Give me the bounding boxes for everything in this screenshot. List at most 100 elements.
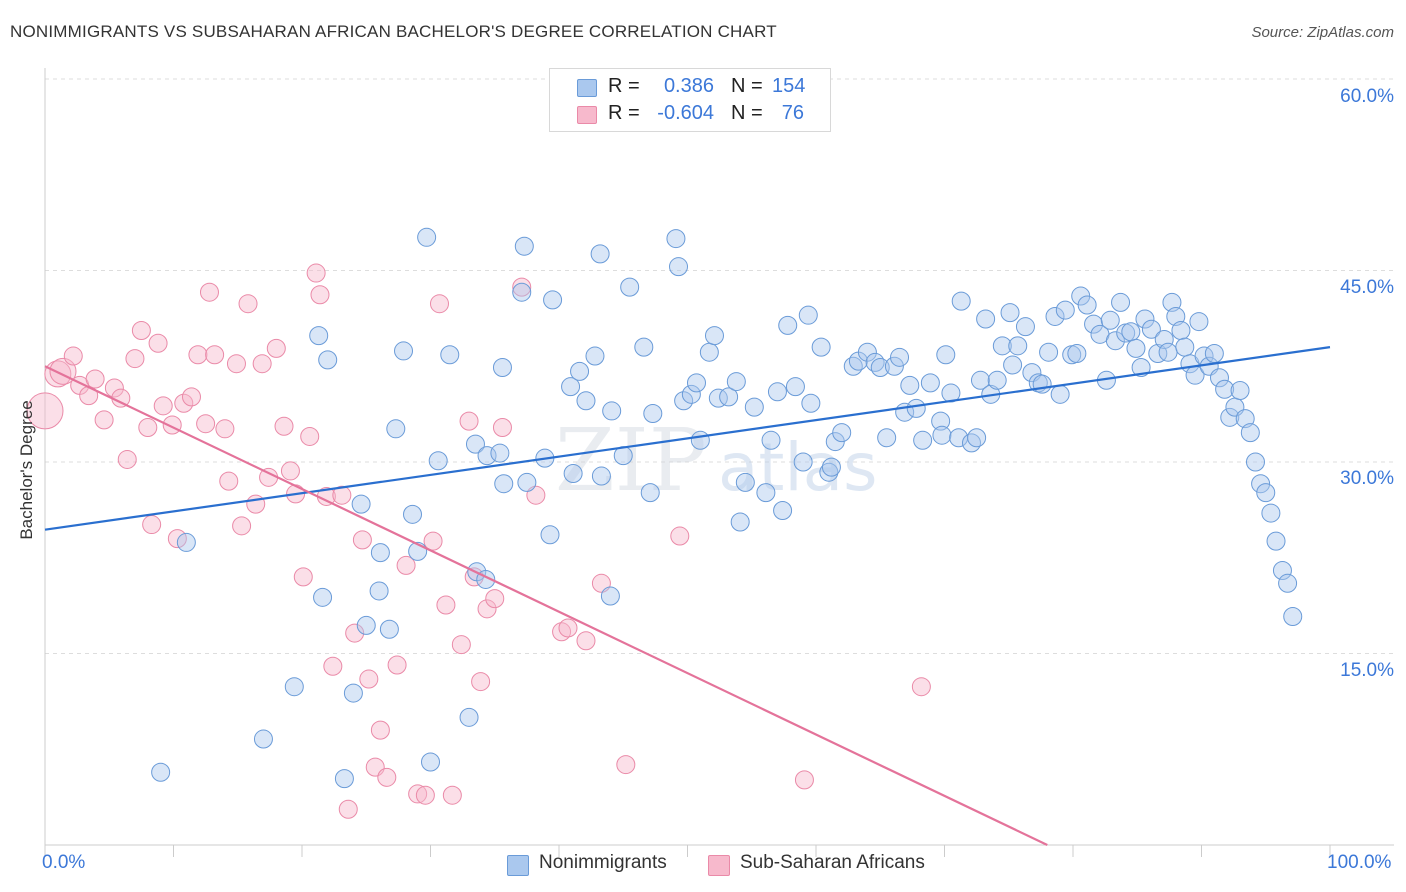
data-point-nonimmigrants <box>253 729 273 749</box>
data-point-subsaharan <box>616 755 636 775</box>
data-point-nonimmigrants <box>465 434 485 454</box>
data-point-nonimmigrants <box>992 336 1012 356</box>
data-point-subsaharan <box>153 396 173 416</box>
data-point-nonimmigrants <box>1261 503 1281 523</box>
data-point-nonimmigrants <box>403 504 423 524</box>
data-point-subsaharan <box>396 555 416 575</box>
data-point-nonimmigrants <box>1105 331 1125 351</box>
data-point-subsaharan <box>408 784 428 804</box>
data-point-nonimmigrants <box>699 342 719 362</box>
data-point-subsaharan <box>138 418 158 438</box>
data-point-nonimmigrants <box>1045 306 1065 326</box>
data-point-nonimmigrants <box>1039 342 1059 362</box>
data-point-subsaharan <box>274 416 294 436</box>
data-point-nonimmigrants <box>811 337 831 357</box>
data-point-nonimmigrants <box>865 352 885 372</box>
data-point-nonimmigrants <box>967 428 987 448</box>
data-point-nonimmigrants <box>1131 358 1151 378</box>
data-point-nonimmigrants <box>1272 561 1292 581</box>
data-point-subsaharan <box>436 595 456 615</box>
data-point-subsaharan <box>477 599 497 619</box>
n-value: 154 <box>772 75 806 97</box>
trend-line-nonimmigrants <box>44 346 1331 531</box>
data-point-subsaharan <box>188 345 208 365</box>
data-point-nonimmigrants <box>313 587 333 607</box>
data-point-nonimmigrants <box>1050 384 1070 404</box>
data-point-subsaharan <box>370 720 390 740</box>
data-point-nonimmigrants <box>793 452 813 472</box>
data-point-nonimmigrants <box>773 501 793 521</box>
data-point-subsaharan <box>293 567 313 587</box>
data-point-nonimmigrants <box>801 393 821 413</box>
data-point-nonimmigrants <box>318 350 338 370</box>
data-point-nonimmigrants <box>1240 423 1260 443</box>
data-point-nonimmigrants <box>821 457 841 477</box>
data-point-subsaharan <box>142 515 162 535</box>
data-point-nonimmigrants <box>1171 321 1191 341</box>
data-point-nonimmigrants <box>961 433 981 453</box>
data-point-subsaharan <box>205 345 225 365</box>
data-point-subsaharan <box>232 516 252 536</box>
data-point-nonimmigrants <box>1135 309 1155 329</box>
data-point-nonimmigrants <box>744 397 764 417</box>
data-point-subsaharan <box>345 623 365 643</box>
data-point-nonimmigrants <box>1100 310 1120 330</box>
data-point-nonimmigrants <box>1015 317 1035 337</box>
data-point-nonimmigrants <box>832 423 852 443</box>
data-point-nonimmigrants <box>1251 474 1271 494</box>
data-point-nonimmigrants <box>591 466 611 486</box>
data-point-nonimmigrants <box>1266 531 1286 551</box>
x-tick-label-min: 0.0% <box>42 852 86 873</box>
legend-label: Nonimmigrants <box>539 852 667 873</box>
data-point-nonimmigrants <box>1111 292 1131 312</box>
data-point-subsaharan <box>451 635 471 655</box>
data-point-nonimmigrants <box>1256 483 1276 503</box>
data-point-subsaharan <box>199 282 219 302</box>
data-point-nonimmigrants <box>690 430 710 450</box>
data-point-subsaharan <box>512 277 532 297</box>
data-point-nonimmigrants <box>1278 573 1298 593</box>
data-point-subsaharan <box>215 419 235 439</box>
data-point-nonimmigrants <box>931 411 951 431</box>
data-point-nonimmigrants <box>1204 343 1224 363</box>
data-point-nonimmigrants <box>951 291 971 311</box>
data-point-nonimmigrants <box>620 277 640 297</box>
data-point-nonimmigrants <box>490 443 510 463</box>
y-tick-label: 15.0% <box>1340 660 1394 681</box>
data-point-nonimmigrants <box>819 462 839 482</box>
data-point-nonimmigrants <box>906 398 926 418</box>
data-point-subsaharan <box>352 530 372 550</box>
n-label: N = <box>731 75 763 97</box>
data-point-nonimmigrants <box>1235 409 1255 429</box>
data-point-nonimmigrants <box>334 769 354 789</box>
data-point-nonimmigrants <box>440 345 460 365</box>
data-point-nonimmigrants <box>1141 319 1161 339</box>
data-point-nonimmigrants <box>561 377 581 397</box>
data-point-nonimmigrants <box>785 377 805 397</box>
data-point-nonimmigrants <box>459 707 479 727</box>
data-point-nonimmigrants <box>936 345 956 365</box>
data-point-subsaharan <box>219 471 239 491</box>
data-point-subsaharan <box>104 378 124 398</box>
data-point-nonimmigrants <box>987 370 1007 390</box>
data-point-nonimmigrants <box>900 375 920 395</box>
data-point-nonimmigrants <box>932 425 952 445</box>
data-point-nonimmigrants <box>351 494 371 514</box>
data-point-nonimmigrants <box>1245 452 1265 472</box>
pink-swatch-icon <box>708 855 730 876</box>
data-point-nonimmigrants <box>1077 295 1097 315</box>
data-point-nonimmigrants <box>666 229 686 249</box>
data-point-nonimmigrants <box>686 373 706 393</box>
data-point-nonimmigrants <box>1220 407 1240 427</box>
data-point-subsaharan <box>310 285 330 305</box>
data-point-nonimmigrants <box>563 463 583 483</box>
data-point-nonimmigrants <box>386 419 406 439</box>
data-point-subsaharan <box>238 294 258 314</box>
data-point-nonimmigrants <box>719 387 739 407</box>
trend-line-subsaharan <box>44 365 1048 846</box>
data-point-nonimmigrants <box>1283 606 1303 626</box>
data-point-nonimmigrants <box>1215 379 1235 399</box>
data-point-nonimmigrants <box>512 282 532 302</box>
x-tick-label-max: 100.0% <box>1327 852 1392 873</box>
r-value: 0.386 <box>663 75 714 97</box>
